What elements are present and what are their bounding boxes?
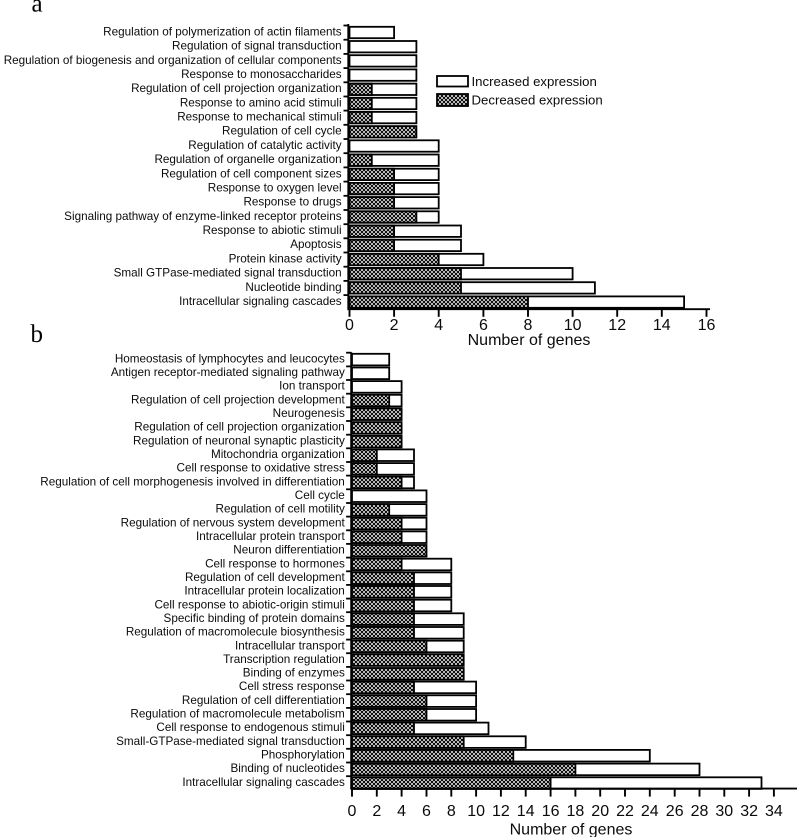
svg-text:Decreased expression: Decreased expression — [472, 93, 603, 108]
svg-text:Response to monosaccharides: Response to monosaccharides — [181, 68, 342, 81]
svg-text:Cell cycle: Cell cycle — [295, 489, 345, 502]
svg-text:Small GTPase-mediated signal t: Small GTPase-mediated signal transductio… — [114, 267, 342, 280]
svg-text:Regulation of macromolecule me: Regulation of macromolecule metabolism — [130, 708, 344, 721]
svg-text:14: 14 — [517, 803, 535, 820]
svg-text:Intracellular transport: Intracellular transport — [235, 639, 346, 652]
svg-text:Mitochondria organization: Mitochondria organization — [211, 448, 345, 461]
svg-text:Transcription regulation: Transcription regulation — [223, 653, 345, 666]
svg-text:Response to abiotic stimuli: Response to abiotic stimuli — [203, 224, 342, 237]
svg-text:Intracellular protein localiza: Intracellular protein localization — [184, 585, 344, 598]
svg-text:Regulation of cell projection: Regulation of cell projection organizati… — [134, 421, 345, 434]
svg-text:2: 2 — [390, 317, 399, 334]
svg-text:Response to drugs: Response to drugs — [243, 196, 341, 209]
svg-text:Cell response to endogenous st: Cell response to endogenous stimuli — [156, 721, 344, 734]
svg-text:Binding of enzymes: Binding of enzymes — [243, 667, 345, 680]
svg-text:Neurogenesis: Neurogenesis — [273, 407, 345, 420]
svg-text:Regulation of macromolecule bi: Regulation of macromolecule biosynthesis — [126, 626, 345, 639]
svg-text:Regulation of cell differentia: Regulation of cell differentiation — [182, 694, 345, 707]
svg-text:Number of genes: Number of genes — [468, 332, 591, 349]
svg-text:Response to amino acid stimuli: Response to amino acid stimuli — [180, 96, 342, 109]
svg-text:Regulation of cell motility: Regulation of cell motility — [216, 503, 345, 516]
svg-text:Signaling pathway of enzyme-li: Signaling pathway of enzyme-linked recep… — [64, 210, 342, 223]
svg-text:Neuron differentiation: Neuron differentiation — [233, 544, 345, 557]
svg-text:Cell response to hormones: Cell response to hormones — [205, 557, 345, 570]
svg-text:10: 10 — [467, 803, 485, 820]
svg-text:Intracellular signaling cascad: Intracellular signaling cascades — [179, 295, 342, 308]
svg-text:18: 18 — [567, 803, 585, 820]
svg-text:Regulation of organelle organi: Regulation of organelle organization — [154, 153, 341, 166]
svg-text:Antigen receptor-mediated sign: Antigen receptor-mediated signaling path… — [111, 366, 345, 379]
svg-text:12: 12 — [492, 803, 510, 820]
svg-text:Number of genes: Number of genes — [510, 822, 633, 837]
svg-text:16: 16 — [698, 317, 716, 334]
svg-text:Regulation of biogenesis and o: Regulation of biogenesis and organizatio… — [4, 54, 342, 67]
svg-text:Small-GTPase-mediated signal t: Small-GTPase-mediated signal transductio… — [116, 735, 345, 748]
svg-text:2: 2 — [372, 803, 381, 820]
svg-text:Response to oxygen level: Response to oxygen level — [208, 182, 342, 195]
svg-text:Protein kinase activity: Protein kinase activity — [229, 252, 342, 265]
svg-text:28: 28 — [691, 803, 709, 820]
svg-text:Cell response to abiotic-origi: Cell response to abiotic-origin stimuli — [154, 598, 344, 611]
svg-text:24: 24 — [641, 803, 659, 820]
svg-text:Intracellular signaling cascad: Intracellular signaling cascades — [182, 776, 345, 789]
svg-text:Regulation of nervous system d: Regulation of nervous system development — [121, 516, 346, 529]
svg-text:Apoptosis: Apoptosis — [290, 238, 341, 251]
svg-text:8: 8 — [447, 803, 456, 820]
svg-text:8: 8 — [524, 317, 533, 334]
svg-text:Response to mechanical stimuli: Response to mechanical stimuli — [177, 111, 341, 124]
svg-text:Regulation of catalytic activi: Regulation of catalytic activity — [188, 139, 341, 152]
svg-text:Nucleotide binding: Nucleotide binding — [245, 281, 341, 294]
svg-text:4: 4 — [397, 803, 406, 820]
svg-text:a: a — [32, 0, 43, 18]
svg-text:Ion transport: Ion transport — [279, 380, 345, 393]
svg-text:Binding of nucleotides: Binding of nucleotides — [230, 762, 345, 775]
svg-text:b: b — [31, 321, 44, 348]
svg-text:6: 6 — [479, 317, 488, 334]
svg-text:Specific binding of protein do: Specific binding of protein domains — [164, 612, 345, 625]
svg-text:4: 4 — [434, 317, 443, 334]
svg-text:Regulation of cell projection: Regulation of cell projection developmen… — [131, 393, 346, 406]
svg-text:Increased expression: Increased expression — [472, 74, 597, 89]
svg-text:6: 6 — [422, 803, 431, 820]
svg-text:Regulation of cell component s: Regulation of cell component sizes — [161, 167, 342, 180]
svg-text:26: 26 — [666, 803, 684, 820]
svg-text:Regulation of neuronal synapti: Regulation of neuronal synaptic plastici… — [133, 434, 345, 447]
svg-text:Regulation of polymerization o: Regulation of polymerization of actin fi… — [103, 25, 342, 38]
svg-text:Cell stress response: Cell stress response — [239, 680, 345, 693]
svg-text:14: 14 — [653, 317, 671, 334]
svg-text:Regulation of cell cycle: Regulation of cell cycle — [222, 125, 342, 138]
svg-text:Intracellular protein transpor: Intracellular protein transport — [196, 530, 346, 543]
svg-text:30: 30 — [715, 803, 733, 820]
svg-text:10: 10 — [564, 317, 582, 334]
svg-text:Phosphorylation: Phosphorylation — [261, 749, 345, 762]
svg-text:Regulation of cell development: Regulation of cell development — [185, 571, 346, 584]
svg-text:12: 12 — [608, 317, 626, 334]
svg-text:Cell response to oxidative str: Cell response to oxidative stress — [177, 462, 345, 475]
svg-text:0: 0 — [345, 317, 354, 334]
svg-text:Regulation of signal transduct: Regulation of signal transduction — [172, 40, 342, 53]
svg-text:0: 0 — [348, 803, 357, 820]
svg-text:22: 22 — [616, 803, 634, 820]
svg-text:Regulation of cell projection: Regulation of cell projection organizati… — [131, 82, 342, 95]
svg-text:Regulation of cell morphogenes: Regulation of cell morphogenesis involve… — [40, 475, 345, 488]
svg-text:34: 34 — [765, 803, 783, 820]
svg-text:16: 16 — [542, 803, 560, 820]
svg-text:32: 32 — [740, 803, 758, 820]
svg-text:Homeostasis of lymphocytes and: Homeostasis of lymphocytes and leucocyte… — [115, 352, 345, 365]
svg-text:20: 20 — [591, 803, 609, 820]
